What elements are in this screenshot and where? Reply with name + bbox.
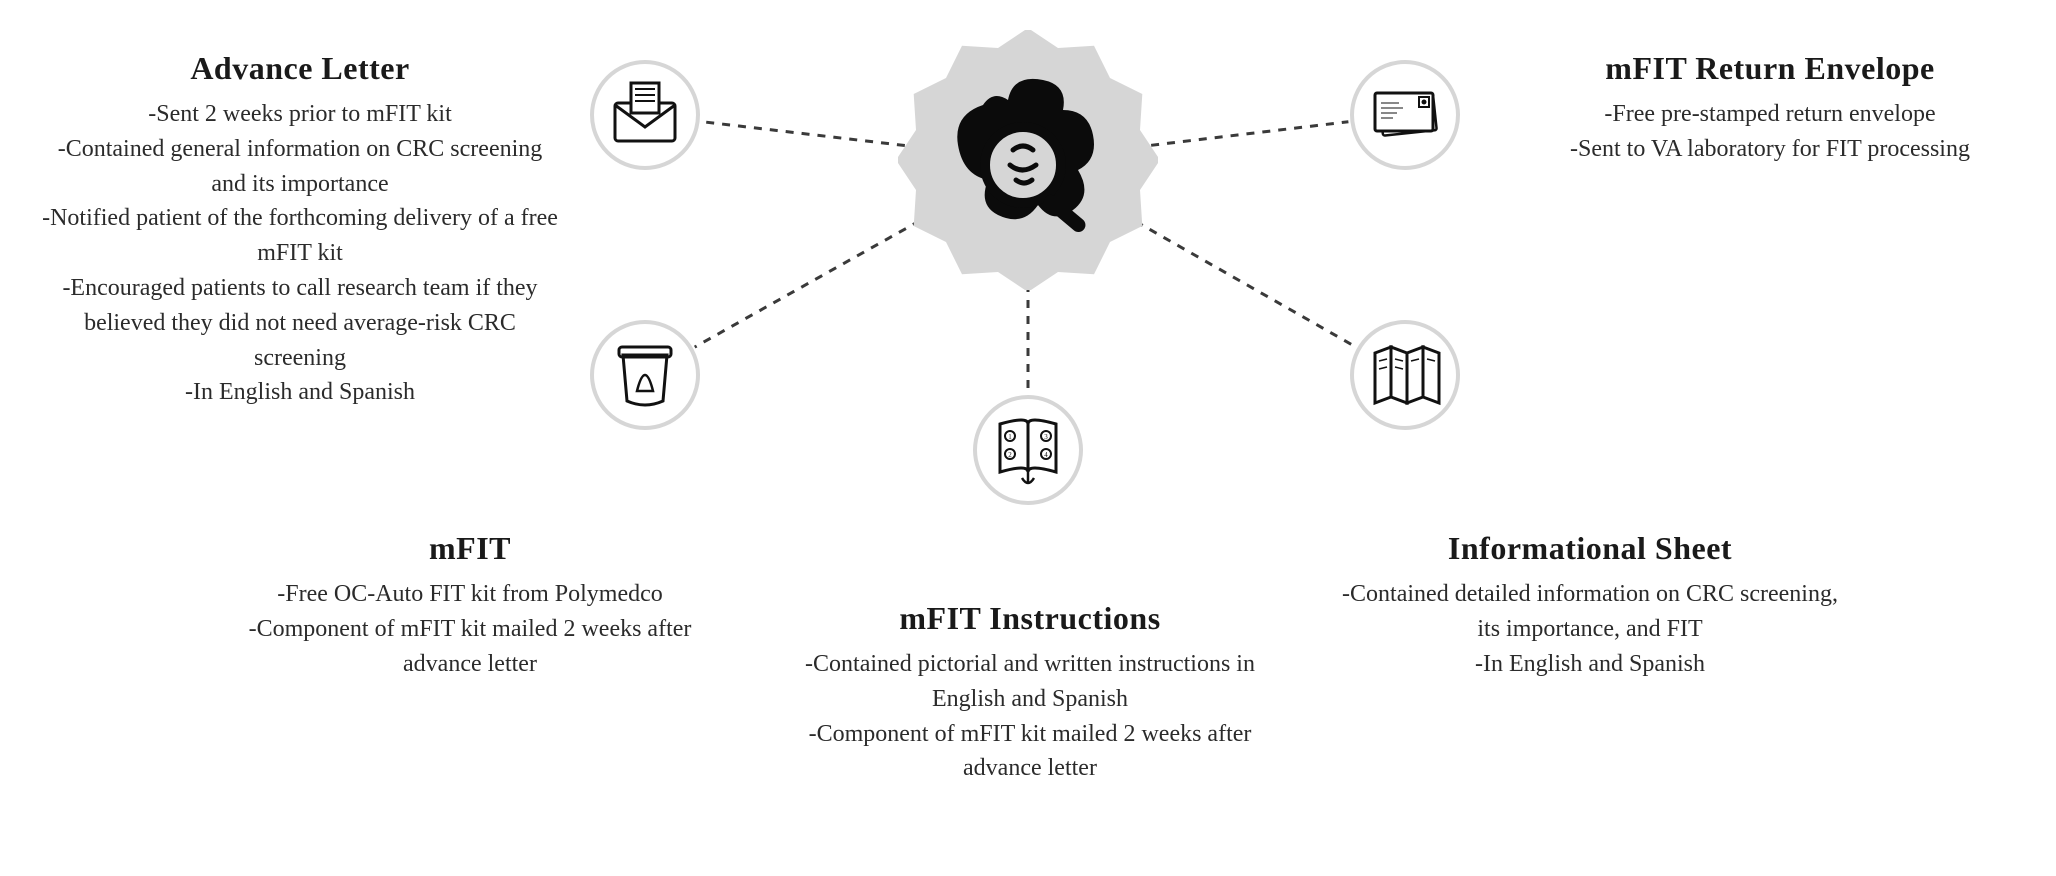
text-mfit-instructions: mFIT Instructions -Contained pictorial an… [770, 600, 1290, 786]
bullet: -Component of mFIT kit mailed 2 weeks af… [210, 612, 730, 682]
title-mfit: mFIT [210, 530, 730, 567]
connector-line [1151, 122, 1348, 146]
bullet: -Sent to VA laboratory for FIT processin… [1500, 132, 2040, 167]
node-mfit-instructions [973, 395, 1083, 505]
bullet: -Free pre-stamped return envelope [1500, 97, 2040, 132]
bullet: -Component of mFIT kit mailed 2 weeks af… [770, 717, 1290, 787]
bullet: -Sent 2 weeks prior to mFIT kit [40, 97, 560, 132]
title-informational-sheet: Informational Sheet [1330, 530, 1850, 567]
bullet: -Contained detailed information on CRC s… [1330, 577, 1850, 647]
bullet: -Free OC-Auto FIT kit from Polymedco [210, 577, 730, 612]
bullet: -Encouraged patients to call research te… [40, 271, 560, 375]
node-mfit [590, 320, 700, 430]
specimen-cup-icon [605, 335, 685, 415]
text-informational-sheet: Informational Sheet -Contained detailed i… [1330, 530, 1850, 681]
title-mfit-instructions: mFIT Instructions [770, 600, 1290, 637]
hub-badge [898, 30, 1158, 290]
bullet: -In English and Spanish [1330, 647, 1850, 682]
envelope-letter-icon [605, 75, 685, 155]
fold-pamphlet-icon [1365, 335, 1445, 415]
text-mfit: mFIT -Free OC-Auto FIT kit from Polymedco… [210, 530, 730, 681]
node-advance-letter [590, 60, 700, 170]
connector-line [702, 122, 905, 146]
instruction-book-icon [988, 410, 1068, 490]
node-return-envelope [1350, 60, 1460, 170]
connector-line [1136, 221, 1356, 346]
bullet: -Contained pictorial and written instruc… [770, 647, 1290, 717]
bullet: -Notified patient of the forthcoming del… [40, 201, 560, 271]
text-return-envelope: mFIT Return Envelope -Free pre-stamped re… [1500, 50, 2040, 167]
connector-line [695, 221, 920, 347]
node-informational-sheet [1350, 320, 1460, 430]
title-advance-letter: Advance Letter [40, 50, 560, 87]
bullet: -In English and Spanish [40, 375, 560, 410]
title-return-envelope: mFIT Return Envelope [1500, 50, 2040, 87]
center-hub [898, 30, 1158, 290]
stamped-envelope-icon [1365, 75, 1445, 155]
bullet: -Contained general information on CRC sc… [40, 132, 560, 202]
text-advance-letter: Advance Letter -Sent 2 weeks prior to mFI… [40, 50, 560, 410]
